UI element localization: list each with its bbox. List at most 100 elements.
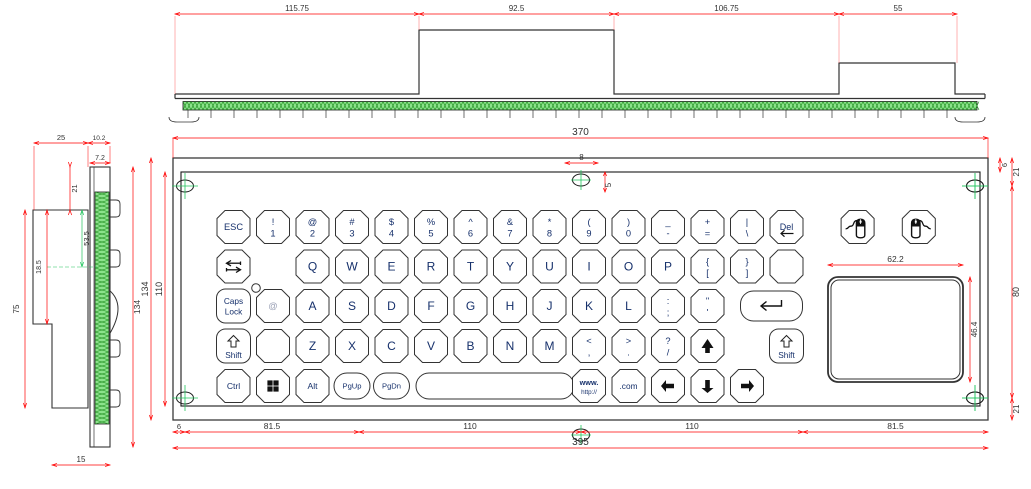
svg-text:2: 2 — [310, 229, 315, 239]
svg-text:*: * — [548, 217, 552, 227]
svg-text:ESC: ESC — [224, 222, 243, 232]
svg-text:7.2: 7.2 — [95, 155, 105, 162]
svg-text:L: L — [625, 299, 632, 313]
svg-text:J: J — [547, 299, 553, 313]
svg-text:U: U — [545, 260, 554, 274]
svg-text:Y: Y — [506, 260, 514, 274]
svg-text:$: $ — [389, 217, 395, 227]
svg-text:115.75: 115.75 — [285, 4, 309, 13]
svg-text:X: X — [348, 339, 356, 353]
svg-text:.: . — [627, 348, 630, 358]
svg-text:|: | — [746, 217, 748, 227]
svg-text:Lock: Lock — [225, 307, 243, 317]
svg-text:92.5: 92.5 — [509, 4, 525, 13]
svg-text:62.2: 62.2 — [887, 254, 904, 264]
svg-text:;: ; — [667, 308, 670, 318]
svg-text:/: / — [667, 348, 670, 358]
svg-text:Alt: Alt — [307, 381, 318, 391]
svg-text:395: 395 — [572, 437, 589, 448]
svg-text:www.: www. — [579, 378, 599, 387]
svg-text:PgUp: PgUp — [343, 382, 362, 391]
svg-text:25: 25 — [57, 133, 65, 142]
svg-text:Shift: Shift — [778, 350, 795, 360]
svg-text:N: N — [506, 339, 515, 353]
svg-text:": " — [706, 296, 709, 306]
svg-text:[: [ — [706, 268, 709, 278]
svg-text:%: % — [427, 217, 435, 227]
svg-text:110: 110 — [154, 282, 164, 296]
svg-text:#: # — [349, 217, 355, 227]
svg-text:Caps: Caps — [224, 296, 243, 306]
svg-text:}: } — [745, 256, 748, 266]
svg-text:{: { — [706, 256, 709, 266]
svg-text:-: - — [666, 229, 669, 239]
svg-text:B: B — [466, 339, 474, 353]
svg-text:10.2: 10.2 — [93, 135, 106, 142]
svg-text:55: 55 — [894, 4, 903, 13]
svg-text:8: 8 — [579, 153, 584, 162]
svg-text:106.75: 106.75 — [714, 4, 739, 13]
svg-text:134: 134 — [132, 300, 142, 314]
svg-text:W: W — [346, 260, 358, 274]
svg-text:Ctrl: Ctrl — [227, 381, 240, 391]
svg-text:http://: http:// — [581, 389, 597, 396]
svg-text:Q: Q — [308, 260, 317, 274]
svg-text:Shift: Shift — [225, 350, 242, 360]
svg-text:': ' — [707, 308, 709, 318]
svg-text:6: 6 — [468, 229, 473, 239]
svg-text:K: K — [585, 299, 593, 313]
svg-text:110: 110 — [685, 421, 699, 431]
svg-text:>: > — [626, 336, 631, 346]
svg-text:!: ! — [272, 217, 275, 227]
svg-text:370: 370 — [572, 127, 589, 138]
svg-text:M: M — [545, 339, 555, 353]
svg-text:75: 75 — [12, 304, 21, 313]
svg-text:F: F — [427, 299, 434, 313]
svg-text:9: 9 — [586, 229, 591, 239]
svg-text:21: 21 — [1012, 167, 1021, 176]
svg-text:15: 15 — [77, 455, 86, 464]
svg-text:S: S — [348, 299, 356, 313]
svg-text:0: 0 — [626, 229, 631, 239]
svg-text:&: & — [507, 217, 514, 227]
svg-text:): ) — [627, 217, 630, 227]
svg-text:110: 110 — [463, 421, 477, 431]
svg-text:5: 5 — [428, 229, 433, 239]
svg-text:5: 5 — [604, 182, 613, 187]
svg-text:PgDn: PgDn — [382, 382, 401, 391]
svg-text:21: 21 — [1012, 404, 1021, 413]
svg-text:4: 4 — [389, 229, 394, 239]
svg-text:_: _ — [664, 217, 671, 227]
svg-text:+: + — [705, 217, 710, 227]
svg-text:I: I — [587, 260, 590, 274]
svg-text:7: 7 — [507, 229, 512, 239]
svg-text:O: O — [624, 260, 633, 274]
svg-text:@: @ — [308, 217, 317, 227]
svg-text:81.5: 81.5 — [264, 421, 281, 431]
svg-text:1: 1 — [270, 229, 275, 239]
svg-text:18.5: 18.5 — [36, 260, 43, 274]
svg-text:3: 3 — [349, 229, 354, 239]
svg-text:81.5: 81.5 — [887, 421, 904, 431]
svg-text:Del: Del — [780, 222, 794, 232]
svg-text:P: P — [664, 260, 672, 274]
svg-text:A: A — [308, 299, 316, 313]
svg-text:=: = — [705, 229, 710, 239]
svg-text::: : — [667, 296, 670, 306]
svg-text:]: ] — [746, 268, 749, 278]
svg-text:H: H — [506, 299, 515, 313]
svg-text:^: ^ — [468, 217, 473, 227]
svg-text:46.4: 46.4 — [970, 321, 979, 337]
svg-text:134: 134 — [140, 281, 150, 296]
svg-text:,: , — [588, 348, 591, 358]
svg-text:8: 8 — [547, 229, 552, 239]
svg-text:D: D — [387, 299, 396, 313]
svg-text:C: C — [387, 339, 396, 353]
svg-text:53.5: 53.5 — [82, 231, 91, 246]
svg-text:V: V — [427, 339, 435, 353]
svg-text:E: E — [387, 260, 395, 274]
svg-text:\: \ — [746, 229, 749, 239]
svg-text:<: < — [586, 336, 591, 346]
svg-text:6: 6 — [1000, 163, 1009, 167]
svg-text:@: @ — [268, 301, 277, 311]
